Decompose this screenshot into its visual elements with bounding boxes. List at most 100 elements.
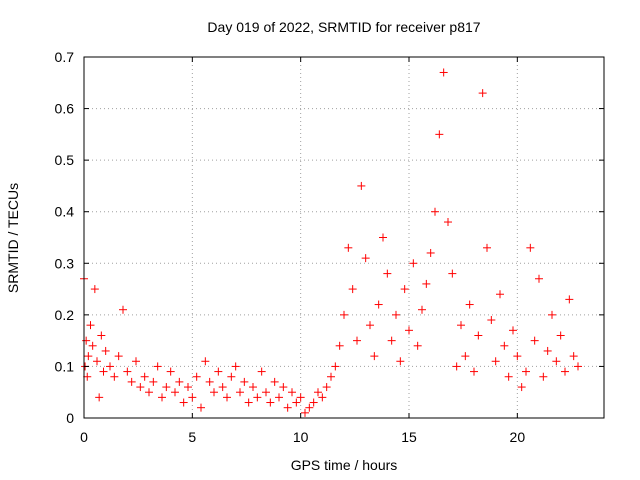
- data-point: [565, 295, 574, 304]
- data-point: [374, 300, 383, 309]
- y-axis-label: SRMTID / TECUs: [5, 183, 21, 293]
- data-point: [478, 89, 487, 98]
- data-point: [279, 383, 288, 392]
- data-point: [97, 331, 106, 340]
- data-point: [283, 403, 292, 412]
- data-point: [465, 300, 474, 309]
- data-point: [205, 377, 214, 386]
- data-point: [387, 336, 396, 345]
- data-point: [301, 408, 309, 417]
- data-point: [231, 362, 240, 371]
- data-point: [93, 357, 101, 366]
- x-tick-label: 15: [401, 429, 417, 445]
- data-point: [340, 310, 348, 319]
- data-point: [400, 285, 409, 294]
- data-point: [253, 393, 262, 402]
- data-point: [422, 279, 431, 288]
- data-point: [405, 326, 413, 335]
- data-point: [556, 331, 565, 340]
- data-point: [244, 398, 253, 407]
- data-point: [197, 403, 205, 412]
- y-tick-label: 0.6: [55, 101, 75, 117]
- data-point: [171, 388, 179, 397]
- data-point: [119, 305, 127, 314]
- data-point: [266, 398, 275, 407]
- data-point: [335, 341, 344, 350]
- data-point: [275, 393, 283, 402]
- x-tick-label: 20: [510, 429, 526, 445]
- data-point: [288, 388, 296, 397]
- data-point: [114, 352, 123, 361]
- y-tick-label: 0: [66, 410, 74, 426]
- data-point: [210, 388, 218, 397]
- data-point: [500, 341, 509, 350]
- data-point: [530, 336, 539, 345]
- data-point: [396, 357, 405, 366]
- data-point: [127, 377, 136, 386]
- data-point: [487, 316, 496, 325]
- data-point: [257, 367, 266, 376]
- data-point: [474, 331, 483, 340]
- data-point: [418, 305, 426, 314]
- data-point: [262, 388, 270, 397]
- data-point: [413, 341, 422, 350]
- data-point: [379, 233, 387, 242]
- data-point: [318, 393, 327, 402]
- data-point: [552, 357, 561, 366]
- data-points: [80, 68, 582, 417]
- data-point: [83, 372, 92, 381]
- data-point: [90, 285, 99, 294]
- data-point: [179, 398, 188, 407]
- data-point: [526, 243, 535, 252]
- data-point: [426, 248, 435, 257]
- data-point: [192, 372, 201, 381]
- data-point: [522, 367, 530, 376]
- data-point: [214, 367, 223, 376]
- data-point: [517, 383, 526, 392]
- data-point: [296, 393, 305, 402]
- data-point: [457, 321, 465, 330]
- data-point: [136, 383, 145, 392]
- data-point: [331, 362, 340, 371]
- data-point: [483, 243, 491, 252]
- data-point: [361, 254, 370, 263]
- data-point: [106, 362, 114, 371]
- data-point: [84, 352, 93, 361]
- x-tick-label: 0: [80, 429, 88, 445]
- data-point: [88, 341, 97, 350]
- data-point: [149, 377, 158, 386]
- data-point: [314, 388, 322, 397]
- y-tick-label: 0.4: [55, 204, 75, 220]
- x-axis-label: GPS time / hours: [291, 457, 398, 473]
- data-point: [513, 352, 522, 361]
- data-point: [82, 336, 91, 345]
- plot-frame: [83, 56, 605, 419]
- data-point: [548, 310, 556, 319]
- data-point: [383, 269, 392, 278]
- data-point: [509, 326, 517, 335]
- data-point: [409, 259, 418, 268]
- data-point: [496, 290, 504, 299]
- x-tick-label: 10: [293, 429, 309, 445]
- data-point: [539, 372, 548, 381]
- data-point: [366, 321, 374, 330]
- data-point: [348, 285, 357, 294]
- data-point: [569, 352, 578, 361]
- y-tick-label: 0.7: [55, 49, 75, 65]
- data-point: [227, 372, 236, 381]
- y-tick-label: 0.5: [55, 152, 75, 168]
- data-point: [461, 352, 470, 361]
- data-point: [370, 352, 379, 361]
- data-point: [574, 362, 582, 371]
- data-point: [201, 357, 210, 366]
- data-point: [470, 367, 478, 376]
- data-point: [175, 377, 184, 386]
- y-tick-label: 0.3: [55, 255, 75, 271]
- data-point: [86, 321, 95, 330]
- y-tick-label: 0.1: [55, 358, 75, 374]
- data-point: [444, 218, 452, 227]
- y-axis-ticks: 0 0.1 0.2 0.3 0.4 0.5 0.6 0.7: [55, 49, 604, 426]
- data-point: [431, 207, 439, 216]
- data-point: [240, 377, 249, 386]
